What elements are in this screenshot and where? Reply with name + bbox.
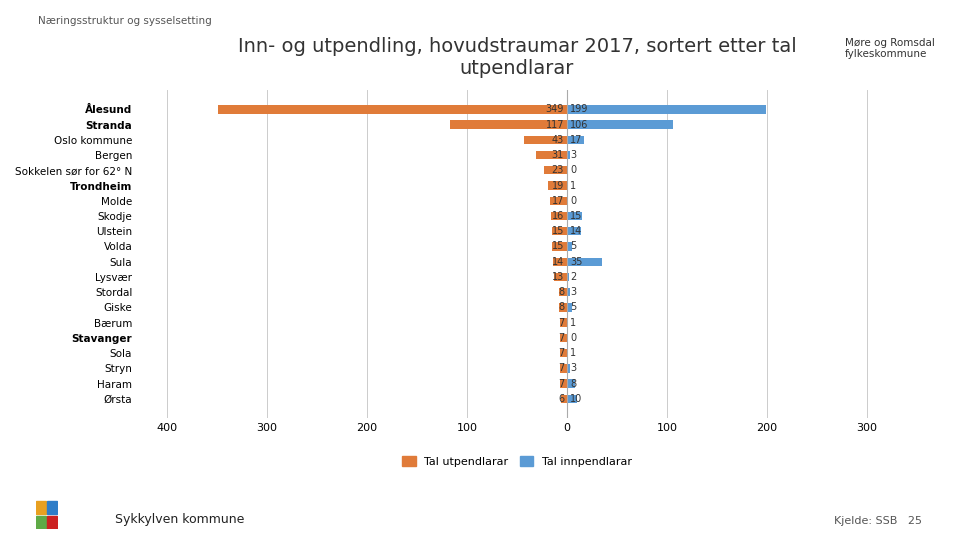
Bar [567,303,572,312]
Text: 19: 19 [552,180,564,191]
Text: Kjelde: SSB   25: Kjelde: SSB 25 [833,516,922,526]
Bar [561,395,567,403]
Bar [567,395,577,403]
Text: 0: 0 [570,165,576,176]
Bar [524,136,567,144]
Bar [560,319,567,327]
Bar [567,105,766,113]
Bar [567,319,568,327]
Bar [567,151,570,159]
Text: 3: 3 [570,363,576,373]
Bar [567,364,570,373]
Bar [559,288,567,296]
Bar [36,516,46,529]
Text: 117: 117 [545,119,564,130]
Bar [553,258,567,266]
Bar [551,212,567,220]
Bar [567,273,569,281]
Text: 2: 2 [570,272,576,282]
Text: 199: 199 [570,104,588,114]
Bar [552,227,567,235]
Text: 8: 8 [558,287,564,297]
Bar [560,364,567,373]
Text: 7: 7 [558,363,564,373]
Bar [567,136,584,144]
Text: 349: 349 [545,104,564,114]
Bar [560,334,567,342]
Text: 35: 35 [570,256,583,267]
Bar [552,242,567,251]
Text: 3: 3 [570,150,576,160]
Bar [536,151,567,159]
Text: 5: 5 [570,241,576,252]
Text: Sykkylven kommune: Sykkylven kommune [115,514,245,526]
Bar [218,105,567,113]
Text: 15: 15 [552,226,564,236]
Text: 31: 31 [552,150,564,160]
Text: 8: 8 [558,302,564,313]
Bar [567,227,581,235]
Text: 0: 0 [570,196,576,206]
Text: 1: 1 [570,348,576,358]
Bar [554,273,567,281]
Text: 16: 16 [552,211,564,221]
Bar [450,120,567,129]
Text: 0: 0 [570,333,576,343]
Text: 15: 15 [552,241,564,252]
Text: 13: 13 [552,272,564,282]
Text: 23: 23 [552,165,564,176]
Text: 7: 7 [558,348,564,358]
Text: 8: 8 [570,379,576,389]
Bar [567,258,602,266]
Text: 7: 7 [558,333,564,343]
Text: 3: 3 [570,287,576,297]
Title: Inn- og utpendling, hovudstraumar 2017, sortert etter tal
utpendlarar: Inn- og utpendling, hovudstraumar 2017, … [238,37,797,78]
Text: 10: 10 [570,394,583,404]
Text: 17: 17 [552,196,564,206]
Text: 15: 15 [570,211,583,221]
Text: 17: 17 [570,135,583,145]
Text: 1: 1 [570,180,576,191]
Text: 7: 7 [558,318,564,328]
Bar [550,197,567,205]
Text: Næringsstruktur og sysselsetting: Næringsstruktur og sysselsetting [38,16,212,26]
Bar [559,303,567,312]
Bar [560,349,567,357]
Legend: Tal utpendlarar, Tal innpendlarar: Tal utpendlarar, Tal innpendlarar [397,452,636,471]
Bar [548,181,567,190]
Bar [567,242,572,251]
Bar [567,288,570,296]
Bar [544,166,567,174]
Bar [567,349,568,357]
Text: 43: 43 [552,135,564,145]
Text: Møre og Romsdal
fylkeskommune: Møre og Romsdal fylkeskommune [845,38,935,59]
Bar [567,181,568,190]
Text: 7: 7 [558,379,564,389]
Text: 6: 6 [558,394,564,404]
Bar [36,501,46,514]
Text: 5: 5 [570,302,576,313]
Text: 14: 14 [570,226,583,236]
Bar [560,380,567,388]
Text: 1: 1 [570,318,576,328]
Bar [567,380,575,388]
Bar [567,212,582,220]
Text: 106: 106 [570,119,588,130]
Bar [47,501,57,514]
Bar [567,120,673,129]
Bar [47,516,57,529]
Text: 14: 14 [552,256,564,267]
